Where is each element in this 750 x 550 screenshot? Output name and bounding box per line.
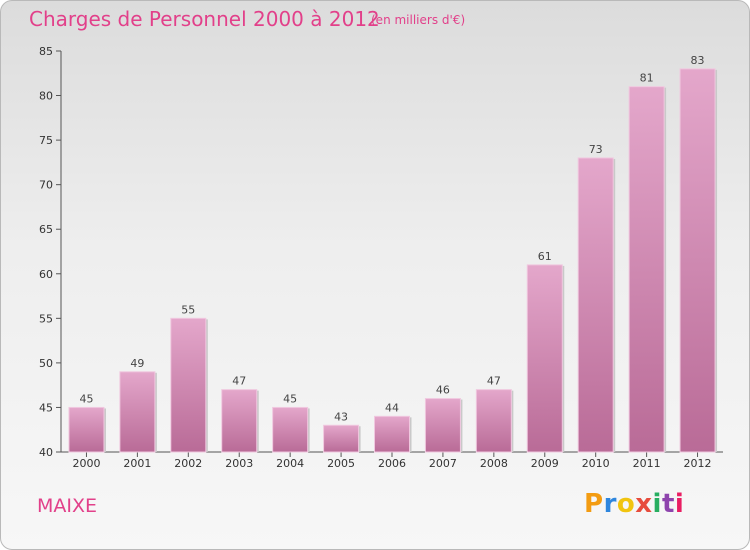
- x-tick-label: 2000: [72, 457, 100, 470]
- data-label: 47: [232, 375, 246, 388]
- bar-2004: [272, 406, 309, 453]
- x-tick-label: 2009: [531, 457, 559, 470]
- y-tick-label: 75: [39, 134, 53, 147]
- commune-name: MAIXE: [37, 495, 98, 517]
- bar-2000: [68, 406, 105, 453]
- x-tick-label: 2002: [174, 457, 202, 470]
- chart-subtitle: (en milliers d'€): [371, 13, 466, 27]
- y-tick-label: 40: [39, 446, 53, 459]
- x-tick-label: 2007: [429, 457, 457, 470]
- data-label: 49: [130, 357, 144, 370]
- data-label: 55: [181, 303, 195, 316]
- bar-2001: [119, 371, 156, 453]
- y-tick-label: 45: [39, 401, 53, 414]
- logo-letter: P: [584, 489, 604, 519]
- chart-title: Charges de Personnel 2000 à 2012: [29, 7, 380, 31]
- bars: [68, 68, 718, 453]
- data-label: 81: [640, 72, 654, 85]
- logo-letter: r: [603, 489, 617, 519]
- x-tick-label: 2003: [225, 457, 253, 470]
- y-tick-label: 65: [39, 223, 53, 236]
- data-label: 44: [385, 401, 399, 414]
- bar-2007: [424, 398, 461, 453]
- y-tick-label: 70: [39, 179, 53, 192]
- x-tick-label: 2006: [378, 457, 406, 470]
- y-tick-label: 85: [39, 45, 53, 58]
- logo-letter: o: [616, 489, 636, 519]
- data-label: 73: [589, 143, 603, 156]
- x-tick-label: 2004: [276, 457, 304, 470]
- data-label: 45: [79, 392, 93, 405]
- x-tick-label: 2012: [684, 457, 712, 470]
- bar-2009: [526, 264, 563, 453]
- bar-2003: [221, 389, 258, 453]
- data-label: 46: [436, 384, 450, 397]
- bar-2002: [170, 317, 207, 453]
- bar-2005: [323, 424, 360, 453]
- data-label: 61: [538, 250, 552, 263]
- labels: 2000 45 2001 49 2002 55 2003 47 2004 45 2005 43 2006…: [72, 54, 711, 470]
- bar-2012: [679, 68, 716, 453]
- bar-2008: [475, 389, 512, 453]
- proxiti-logo: Proxiti: [584, 489, 684, 519]
- y-tick-label: 50: [39, 357, 53, 370]
- x-tick-label: 2005: [327, 457, 355, 470]
- logo-letter: t: [661, 489, 675, 519]
- x-tick-label: 2011: [633, 457, 661, 470]
- bar-2010: [577, 157, 614, 453]
- data-label: 47: [487, 375, 501, 388]
- logo-letter: x: [635, 489, 653, 519]
- x-tick-label: 2008: [480, 457, 508, 470]
- bar-2011: [628, 86, 665, 453]
- x-tick-label: 2010: [582, 457, 610, 470]
- data-label: 83: [691, 54, 705, 67]
- logo-letter: i: [674, 489, 685, 519]
- x-tick-label: 2001: [123, 457, 151, 470]
- y-tick-label: 60: [39, 268, 53, 281]
- logo-letter: i: [652, 489, 662, 519]
- data-label: 43: [334, 410, 348, 423]
- data-label: 45: [283, 392, 297, 405]
- bar-2006: [374, 415, 410, 453]
- y-tick-label: 80: [39, 90, 53, 103]
- y-tick-label: 55: [39, 312, 53, 325]
